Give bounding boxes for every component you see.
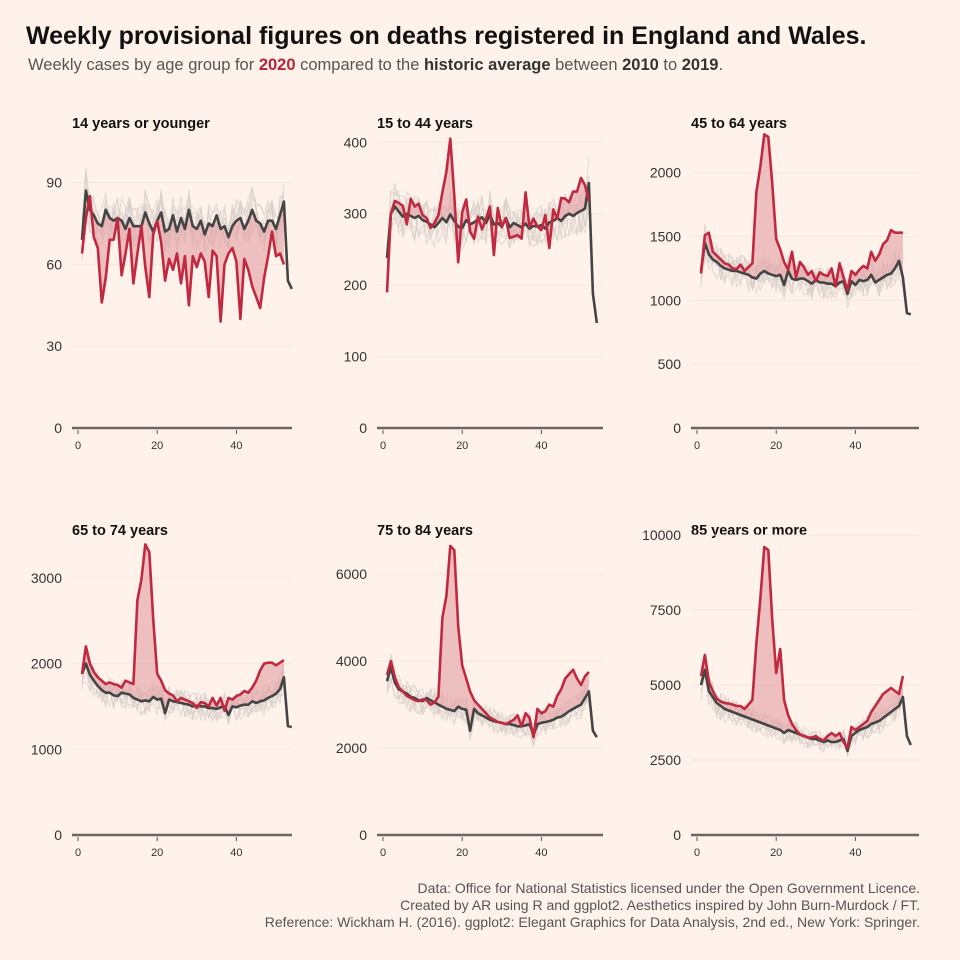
x-tick-label: 40 <box>535 847 547 859</box>
y-tick-label: 0 <box>673 420 681 436</box>
x-tick-label: 20 <box>456 847 468 859</box>
x-tick-label: 20 <box>151 440 163 452</box>
x-tick-label: 0 <box>380 440 386 452</box>
caption-line-2: Created by AR using R and ggplot2. Aesth… <box>400 897 920 913</box>
x-tick-label: 0 <box>75 847 81 859</box>
y-tick-label: 10000 <box>642 527 681 543</box>
panel-4: 65 to 74 years 0 1000 2000 3000 0 20 40 <box>31 523 293 859</box>
x-tick-label: 40 <box>230 847 242 859</box>
line-2020 <box>80 543 285 713</box>
x-tick-label: 20 <box>151 847 163 859</box>
y-tick-label: 100 <box>344 349 368 365</box>
excess-area <box>82 544 284 715</box>
panel-title: 15 to 44 years <box>377 116 473 132</box>
subtitle-from-year: 2010 <box>622 56 659 74</box>
y-tick-label: 30 <box>46 338 62 354</box>
panel-2: 15 to 44 years 0 100 200 300 400 0 20 40 <box>344 116 603 452</box>
subtitle-historic-average: historic average <box>423 56 551 74</box>
panel-title: 85 years or more <box>691 523 807 539</box>
x-tick-label: 0 <box>75 440 81 452</box>
y-tick-label: 2000 <box>31 656 62 672</box>
line-2020 <box>385 137 591 293</box>
y-tick-label: 0 <box>673 827 681 843</box>
chart-caption: Data: Office for National Statistics lic… <box>265 880 920 931</box>
x-tick-label: 40 <box>230 440 242 452</box>
x-tick-label: 20 <box>456 440 468 452</box>
line-2020 <box>385 544 590 739</box>
panel-6: 85 years or more 0 2500 5000 7500 10000 0 20 40 <box>642 523 919 859</box>
y-tick-label: 5000 <box>650 677 681 693</box>
panel-1: 14 years or younger 0 30 60 90 0 20 40 <box>46 116 293 452</box>
line-2020 <box>80 194 286 323</box>
y-tick-label: 200 <box>344 277 368 293</box>
y-tick-label: 4000 <box>336 653 367 669</box>
y-tick-label: 1000 <box>650 292 681 308</box>
x-tick-label: 20 <box>770 847 782 859</box>
panel-title: 45 to 64 years <box>691 116 787 132</box>
y-tick-label: 7500 <box>650 602 681 618</box>
y-tick-label: 2500 <box>650 752 681 768</box>
historic-average-line <box>699 241 912 316</box>
caption-line-3: Reference: Wickham H. (2016). ggplot2: E… <box>264 914 920 930</box>
x-tick-label: 40 <box>535 440 547 452</box>
x-tick-label: 40 <box>849 847 861 859</box>
y-tick-label: 60 <box>46 256 62 272</box>
y-tick-label: 400 <box>344 134 368 150</box>
line-2020 <box>699 545 905 750</box>
historic-year-line <box>700 652 904 757</box>
x-tick-label: 20 <box>770 440 782 452</box>
panel-title: 65 to 74 years <box>72 523 168 539</box>
panel-5: 75 to 84 years 0 2000 4000 6000 0 20 40 <box>336 523 603 859</box>
chart-subtitle: Weekly cases by age group for 2020 compa… <box>28 56 724 74</box>
historic-year-line <box>386 176 590 252</box>
panel-3: 45 to 64 years 0 500 1000 1500 2000 0 20 40 <box>650 116 919 452</box>
y-tick-label: 0 <box>359 827 367 843</box>
x-tick-label: 0 <box>694 847 700 859</box>
y-tick-label: 3000 <box>31 570 62 586</box>
y-tick-label: 500 <box>658 356 682 372</box>
y-tick-label: 1500 <box>650 229 681 245</box>
historic-average-line <box>80 662 293 729</box>
y-tick-label: 0 <box>54 420 62 436</box>
y-tick-label: 300 <box>344 206 368 222</box>
excess-area <box>82 190 284 322</box>
y-tick-label: 1000 <box>31 741 62 757</box>
panel-title: 75 to 84 years <box>377 523 473 539</box>
x-tick-label: 0 <box>694 440 700 452</box>
y-tick-label: 0 <box>54 827 62 843</box>
y-tick-label: 2000 <box>336 740 367 756</box>
subtitle-year-2020: 2020 <box>258 56 296 74</box>
panel-title: 14 years or younger <box>72 116 210 132</box>
y-tick-label: 6000 <box>336 566 367 582</box>
y-tick-label: 0 <box>359 420 367 436</box>
chart-title: Weekly provisional figures on deaths reg… <box>26 22 867 50</box>
x-tick-label: 0 <box>380 847 386 859</box>
y-tick-label: 90 <box>46 175 62 191</box>
caption-line-1: Data: Office for National Statistics lic… <box>417 880 920 896</box>
line-2020 <box>699 133 903 292</box>
y-tick-label: 2000 <box>650 165 681 181</box>
x-tick-label: 40 <box>849 440 861 452</box>
subtitle-to-year: 2019 <box>681 56 719 74</box>
